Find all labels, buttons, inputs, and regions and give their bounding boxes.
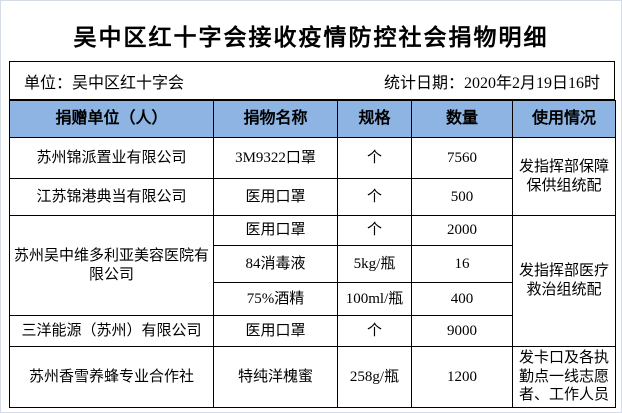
reporting-unit: 单位：吴中区红十字会 <box>24 69 184 93</box>
item-cell: 医用口罩 <box>213 315 338 347</box>
spec-cell: 个 <box>337 215 412 246</box>
unit-label: 单位： <box>24 74 73 92</box>
spec-cell: 258g/瓶 <box>337 346 412 408</box>
spec-cell: 个 <box>337 137 412 179</box>
qty-cell: 500 <box>411 178 513 216</box>
usage-cell-group-2: 发指挥部医疗救治组统配 <box>512 215 616 347</box>
table-row-1: 苏州锦派置业有限公司 3M9322口罩 个 7560 发指挥部保障保供组统配 <box>9 137 616 216</box>
header-item: 捐物名称 <box>213 100 338 138</box>
donor-cell: 苏州香雪养蜂专业合作社 <box>9 346 214 408</box>
usage-cell-group-3: 发卡口及各执勤点一线志愿者、工作人员 <box>512 346 616 408</box>
unit-value: 吴中区红十字会 <box>72 74 185 92</box>
table-row-2: 江苏锦港典当有限公司 医用口罩 个 500 <box>9 178 616 216</box>
qty-cell: 7560 <box>411 137 513 179</box>
table-row-3: 苏州吴中维多利亚美容医院有限公司 医用口罩 个 2000 发指挥部医疗救治组统配 <box>9 215 616 347</box>
date-label: 统计日期： <box>383 74 464 92</box>
spec-cell: 5kg/瓶 <box>337 245 412 283</box>
info-bar: 单位：吴中区红十字会 统计日期：2020年2月19日16时 <box>9 61 615 100</box>
date-value: 2020年2月19日16时 <box>463 74 600 92</box>
spec-cell: 个 <box>337 315 412 347</box>
item-cell: 医用口罩 <box>213 215 338 246</box>
header-qty: 数量 <box>411 100 513 138</box>
qty-cell: 400 <box>411 282 513 316</box>
statistics-date: 统计日期：2020年2月19日16时 <box>384 69 600 93</box>
header-usage: 使用情况 <box>512 100 616 138</box>
spec-cell: 个 <box>337 178 412 216</box>
page-title: 吴中区红十字会接收疫情防控社会捐物明细 <box>73 25 549 50</box>
item-cell: 医用口罩 <box>213 178 338 216</box>
item-cell: 3M9322口罩 <box>213 137 338 179</box>
table-row-4: 84消毒液 5kg/瓶 16 <box>10 245 616 283</box>
donor-cell: 三洋能源（苏州）有限公司 <box>9 315 214 347</box>
table-row-5: 75%酒精 100ml/瓶 400 <box>10 282 616 316</box>
qty-cell: 16 <box>411 245 513 283</box>
table-row-6: 三洋能源（苏州）有限公司 医用口罩 个 9000 <box>9 315 616 347</box>
qty-cell: 2000 <box>411 215 513 246</box>
donations-table: 捐赠单位（人） 捐物名称 规格 数量 使用情况 苏州锦派置业有限公司 3M932… <box>9 100 616 408</box>
item-cell: 84消毒液 <box>213 245 338 283</box>
donor-cell: 苏州锦派置业有限公司 <box>9 137 214 179</box>
table-header-row: 捐赠单位（人） 捐物名称 规格 数量 使用情况 <box>9 100 616 138</box>
qty-cell: 1200 <box>411 346 513 408</box>
header-spec: 规格 <box>337 100 412 138</box>
donor-cell-merged: 苏州吴中维多利亚美容医院有限公司 <box>9 215 214 316</box>
usage-cell-group-1: 发指挥部保障保供组统配 <box>512 137 616 216</box>
donor-cell: 江苏锦港典当有限公司 <box>9 178 214 216</box>
item-cell: 特纯洋槐蜜 <box>213 346 338 408</box>
header-donor: 捐赠单位（人） <box>9 100 214 138</box>
qty-cell: 9000 <box>411 315 513 347</box>
table-row-7: 苏州香雪养蜂专业合作社 特纯洋槐蜜 258g/瓶 1200 发卡口及各执勤点一线… <box>9 346 616 408</box>
title-bar: 吴中区红十字会接收疫情防控社会捐物明细 <box>1 1 621 61</box>
spec-cell: 100ml/瓶 <box>337 282 412 316</box>
item-cell: 75%酒精 <box>213 282 338 316</box>
